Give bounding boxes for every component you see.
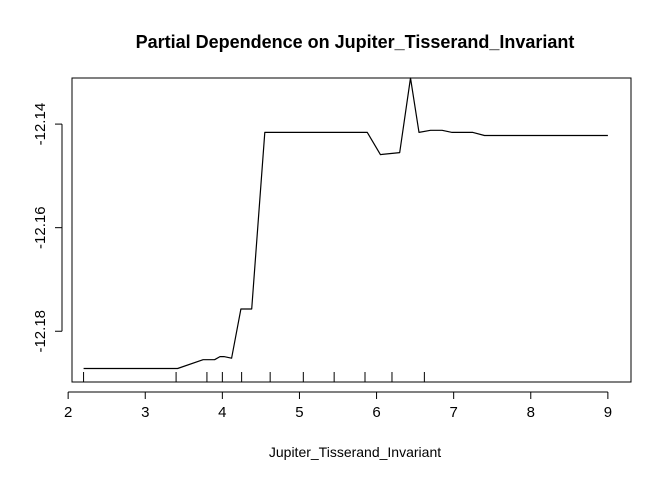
x-tick-label: 2	[64, 404, 72, 421]
x-tick-label: 8	[527, 404, 535, 421]
series-line	[83, 77, 608, 370]
x-axis-label: Jupiter_Tisserand_Invariant	[269, 444, 441, 460]
rug-marks	[83, 372, 425, 382]
x-tick-label: 5	[295, 404, 303, 421]
y-tick-label: -12.14	[32, 103, 49, 146]
x-tick-label: 4	[218, 404, 226, 421]
y-tick-label: -12.16	[32, 206, 49, 249]
chart-title: Partial Dependence on Jupiter_Tisserand_…	[136, 32, 575, 52]
x-tick-label: 7	[449, 404, 457, 421]
y-tick-label: -12.18	[32, 310, 49, 353]
x-tick-label: 3	[141, 404, 149, 421]
plot-frame	[71, 77, 632, 383]
series-lines	[83, 77, 608, 370]
x-tick-label: 6	[372, 404, 380, 421]
y-axis: -12.18 -12.16 -12.14	[32, 103, 63, 353]
x-tick-label: 9	[604, 404, 612, 421]
x-axis: 2 3 4 5 6 7 8 9	[64, 391, 612, 421]
